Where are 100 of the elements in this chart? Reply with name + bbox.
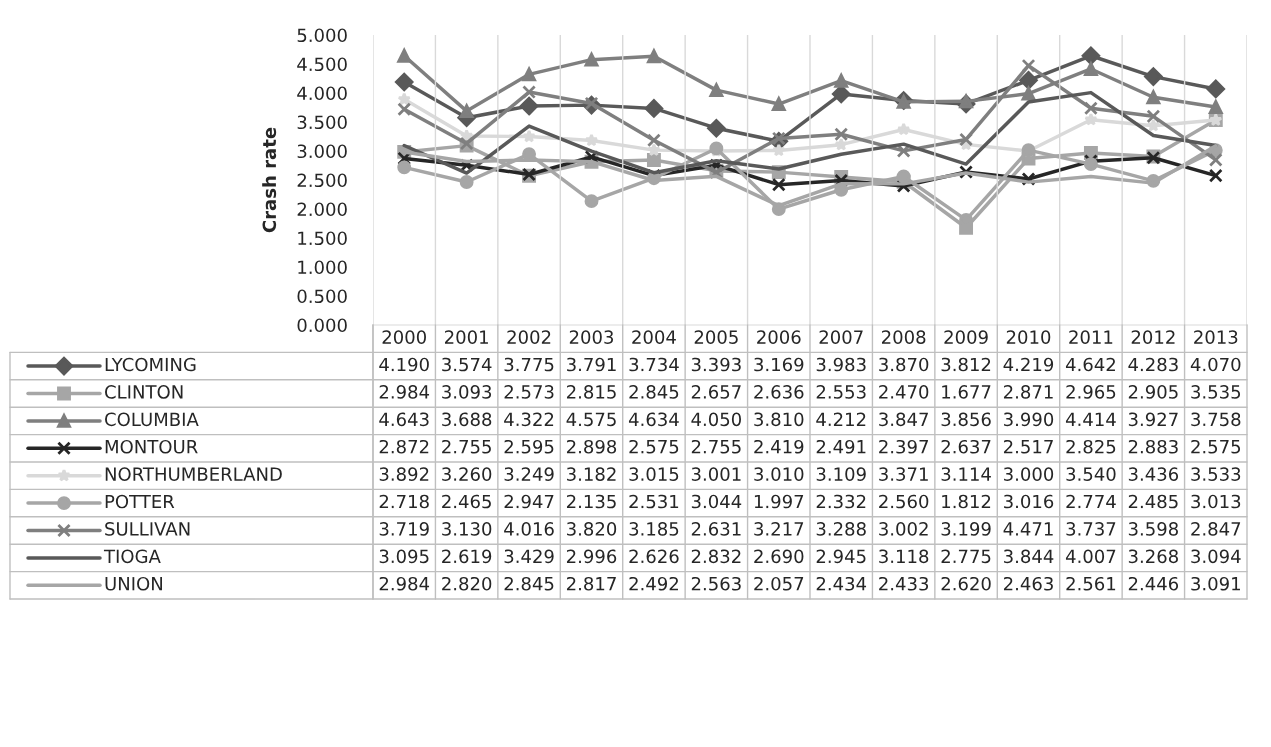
legend-label: NORTHUMBERLAND [105,467,282,481]
data-label: 2.563 [691,576,741,591]
y-axis-title: Crash rate [262,127,277,233]
data-label: 2.984 [379,576,430,591]
data-label: 4.322 [504,412,554,427]
y-tick-label: 5.000 [297,28,347,43]
data-label: 2.847 [1191,522,1241,536]
data-label: 2.872 [379,439,429,454]
data-label: 4.414 [1065,412,1116,426]
data-label: 3.540 [1066,467,1116,481]
data-label: 2.898 [566,439,617,454]
data-label: 4.212 [816,412,866,426]
data-label: 3.002 [879,522,928,536]
data-label: 2.470 [879,385,929,399]
data-label: 2.620 [941,576,991,591]
data-label: 3.820 [567,522,617,536]
data-label: 3.892 [379,467,429,481]
data-label: 4.471 [1003,522,1053,536]
data-label: 2.637 [941,439,991,454]
data-label: 2.871 [1003,385,1053,399]
y-tick-label: 4.500 [297,57,347,72]
data-label: 3.688 [442,412,492,427]
data-label: 3.013 [1191,494,1241,509]
data-label: 2.820 [442,576,492,591]
x-tick-label: 2013 [1194,330,1238,344]
legend-label: POTTER [105,494,175,509]
data-label: 2.491 [816,439,866,454]
data-label: 3.118 [879,549,929,564]
legend-label: UNION [105,576,162,591]
data-label: 4.575 [566,412,616,427]
data-label: 2.774 [1066,494,1116,509]
x-tick-label: 2011 [1069,330,1113,344]
data-label: 2.531 [629,494,679,509]
x-tick-label: 2003 [569,330,614,344]
data-label: 3.044 [691,494,742,509]
data-label: 2.332 [816,494,866,509]
x-tick-label: 2001 [444,330,488,344]
data-label: 2.755 [691,439,741,454]
data-label: 3.199 [941,522,991,536]
data-label: 2.657 [691,385,741,399]
data-label: 3.775 [504,357,554,372]
x-tick-label: 2002 [507,330,551,344]
data-label: 3.734 [629,357,679,372]
data-label: 2.619 [442,549,492,564]
data-label: 3.182 [567,467,616,481]
data-label: 3.856 [941,412,991,427]
data-label: 3.791 [567,357,616,372]
data-label: 1.997 [754,494,804,509]
data-label: 2.575 [1191,439,1241,454]
data-label: 3.000 [1004,467,1054,481]
data-label: 3.260 [442,467,492,481]
data-label: 4.634 [628,412,679,427]
data-label: 3.109 [816,467,866,481]
data-label: 2.631 [691,522,741,536]
data-label: 3.169 [754,357,804,372]
data-label: 2.996 [566,549,617,564]
x-tick-label: 2007 [819,330,863,344]
data-label: 3.093 [442,385,492,399]
data-label: 4.643 [379,412,429,427]
x-tick-label: 2010 [1006,330,1051,344]
legend-label: LYCOMING [105,357,196,372]
data-label: 2.465 [442,494,491,509]
data-label: 3.288 [816,522,866,536]
data-label: 3.990 [1004,412,1054,427]
data-label: 3.810 [754,412,804,427]
data-label: 3.983 [816,357,866,372]
data-label: 3.844 [1004,549,1054,564]
data-label: 4.050 [691,412,741,427]
data-label: 4.283 [1128,357,1178,372]
data-label: 3.574 [442,357,492,372]
data-label: 3.130 [442,522,492,536]
data-label: 2.626 [629,549,679,564]
y-tick-label: 3.000 [297,144,347,159]
data-label: 2.433 [879,576,929,591]
data-label: 4.219 [1003,357,1054,372]
data-label: 3.393 [691,357,741,372]
data-label: 2.561 [1066,576,1116,591]
data-label: 2.553 [816,385,866,399]
data-label: 3.927 [1128,412,1178,427]
data-label: 2.517 [1003,439,1053,454]
data-label: 3.758 [1191,412,1241,427]
data-label: 3.114 [941,467,991,481]
data-label: 2.463 [1003,576,1053,591]
data-label: 3.535 [1191,385,1241,399]
data-label: 3.870 [879,357,929,372]
x-tick-label: 2006 [757,330,801,344]
data-label: 2.434 [816,576,867,591]
data-label: 2.397 [879,439,928,454]
data-label: 2.883 [1128,439,1178,454]
data-label: 3.533 [1191,467,1241,481]
data-label: 4.190 [379,357,429,372]
y-tick-label: 3.500 [297,115,347,130]
data-label: 4.016 [504,522,554,536]
data-label: 2.575 [629,439,679,454]
data-label: 2.984 [379,385,430,399]
y-tick-label: 1.500 [298,231,347,246]
data-label: 2.595 [504,439,554,454]
data-label: 4.007 [1065,549,1116,564]
legend-label: CLINTON [105,385,183,399]
data-label: 3.185 [629,522,679,536]
